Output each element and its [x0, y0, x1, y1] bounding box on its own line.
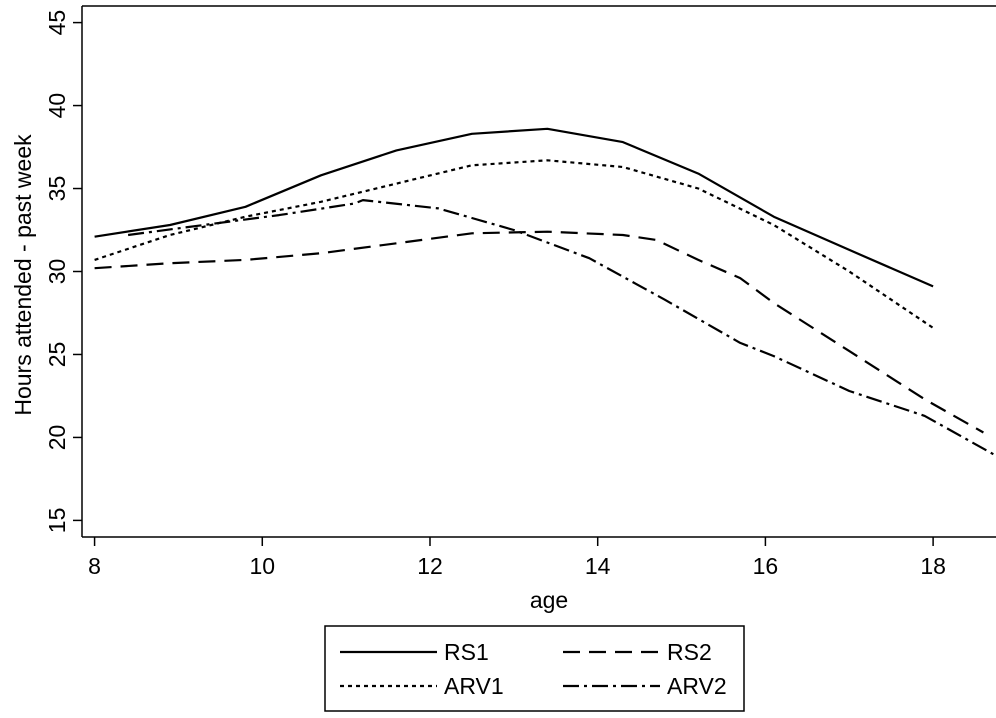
y-tick-label: 15 — [44, 508, 70, 534]
y-tick-label: 40 — [44, 93, 70, 119]
x-axis: 8 10 12 14 16 18 — [88, 537, 946, 579]
series-layer — [94, 127, 996, 457]
series-line-rs2 — [94, 230, 984, 434]
y-tick-label: 45 — [44, 10, 70, 36]
y-axis: 15 20 25 30 35 40 45 — [44, 10, 82, 533]
legend-label-arv1: ARV1 — [444, 673, 504, 699]
legend: RS1 RS2 ARV1 ARV2 — [324, 625, 745, 712]
y-axis-title: Hours attended - past week — [10, 134, 36, 416]
y-tick-label: 35 — [44, 176, 70, 202]
legend-label-arv2: ARV2 — [667, 673, 727, 699]
x-tick-label: 18 — [920, 553, 946, 579]
legend-label-rs1: RS1 — [444, 639, 489, 665]
plot-area — [81, 5, 996, 538]
series-line-arv1 — [94, 159, 934, 329]
series-line-arv2 — [127, 199, 996, 457]
x-tick-label: 8 — [88, 553, 101, 579]
legend-box — [324, 625, 745, 712]
y-tick-label: 30 — [44, 259, 70, 285]
series-line-rs1 — [94, 127, 934, 288]
x-tick-label: 10 — [249, 553, 275, 579]
x-axis-title: age — [530, 587, 568, 613]
legend-label-rs2: RS2 — [667, 639, 712, 665]
y-tick-label: 20 — [44, 425, 70, 451]
x-tick-label: 12 — [417, 553, 443, 579]
y-tick-label: 25 — [44, 342, 70, 368]
x-tick-label: 14 — [585, 553, 611, 579]
x-tick-label: 16 — [753, 553, 779, 579]
